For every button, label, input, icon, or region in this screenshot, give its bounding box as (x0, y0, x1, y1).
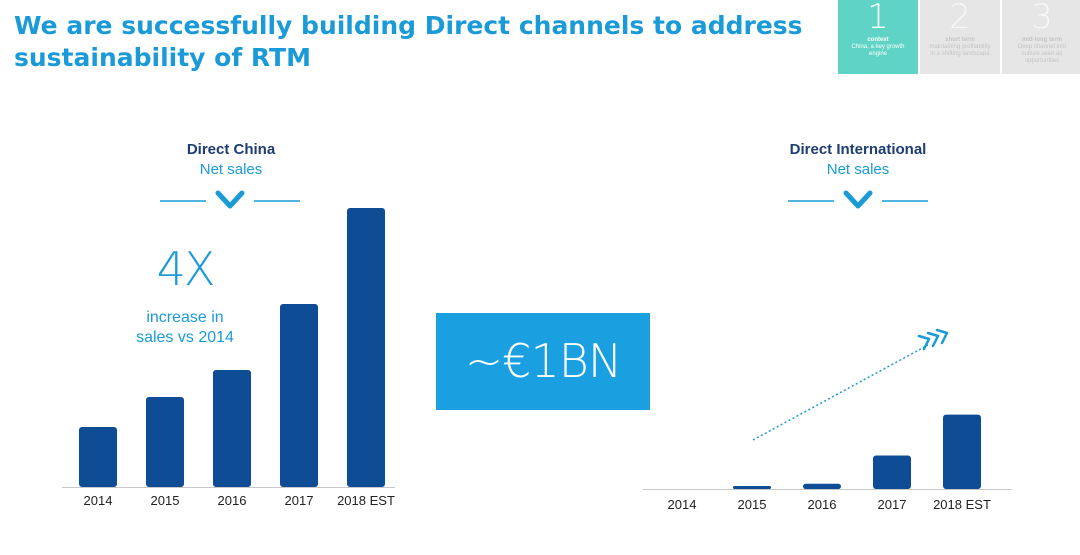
chevron-down-icon (843, 190, 873, 209)
bar-2018-est (347, 208, 385, 487)
step-heading: short term (945, 37, 975, 43)
chevron-icon (917, 334, 931, 351)
plot-direct-china: 2014 2015 2016 2017 2018 EST (62, 208, 395, 508)
step-heading: context (867, 37, 889, 43)
bar-2015 (146, 397, 184, 487)
x-tick-label: 2015 (151, 493, 180, 508)
growth-multiple: 4X (156, 242, 216, 296)
bar-2014 (79, 427, 117, 487)
chevron-icon (926, 331, 940, 348)
chart-subtitle: Net sales (826, 161, 890, 178)
chart-title-main: Direct China (186, 141, 276, 158)
chart-title-china: Direct China Net sales (121, 140, 341, 180)
chevron-down-icon (215, 190, 245, 209)
plot-direct-international: 2014 2015 2016 2017 2018 EST (643, 414, 1012, 512)
bar-2016 (213, 370, 251, 487)
x-tick-label: 2014 (668, 497, 697, 512)
step-text: maintaining profitability in a shifting … (929, 44, 991, 57)
bar-2016 (803, 483, 841, 489)
bar-2017 (280, 304, 318, 487)
step-number: 1 (867, 0, 889, 37)
x-tick-label: 2014 (84, 493, 113, 508)
step-number: 2 (949, 0, 971, 37)
step-text: China, a key growth engine (851, 44, 905, 57)
sales-callout: ~€1BN (436, 313, 650, 410)
chart-title-international: Direct International Net sales (748, 140, 968, 180)
chart-title-main: Direct International (789, 141, 927, 158)
page-title: We are successfully building Direct chan… (14, 11, 803, 72)
step-heading: mid-long term (1022, 37, 1062, 43)
x-tick-label: 2018 EST (337, 493, 395, 508)
x-tick-label: 2015 (738, 497, 767, 512)
chevron-divider-china (160, 190, 300, 209)
bar-2015 (733, 486, 771, 489)
x-tick-label: 2018 EST (933, 497, 991, 512)
x-tick-label: 2017 (878, 497, 907, 512)
growth-caption: increase in sales vs 2014 (136, 309, 234, 346)
step-text: Deep channel into culture seen as opport… (1017, 44, 1067, 64)
trend-arrow (752, 328, 949, 441)
x-tick-label: 2017 (285, 493, 314, 508)
chart-subtitle: Net sales (199, 161, 263, 178)
bar-2018-est (943, 414, 981, 489)
step-number: 3 (1031, 0, 1053, 37)
callout-value: ~€1BN (464, 334, 623, 388)
x-tick-label: 2016 (808, 497, 837, 512)
nav-step-1[interactable]: 1 context China, a key growth engine (838, 0, 918, 74)
x-tick-label: 2016 (218, 493, 247, 508)
nav-step-3[interactable]: 3 mid-long term Deep channel into cultur… (1002, 0, 1080, 74)
nav-step-2[interactable]: 2 short term maintaining profitability i… (920, 0, 1000, 74)
trend-line (752, 344, 929, 441)
bar-2017 (873, 455, 911, 489)
chevron-divider-international (788, 190, 928, 209)
chevron-icon (935, 328, 949, 345)
